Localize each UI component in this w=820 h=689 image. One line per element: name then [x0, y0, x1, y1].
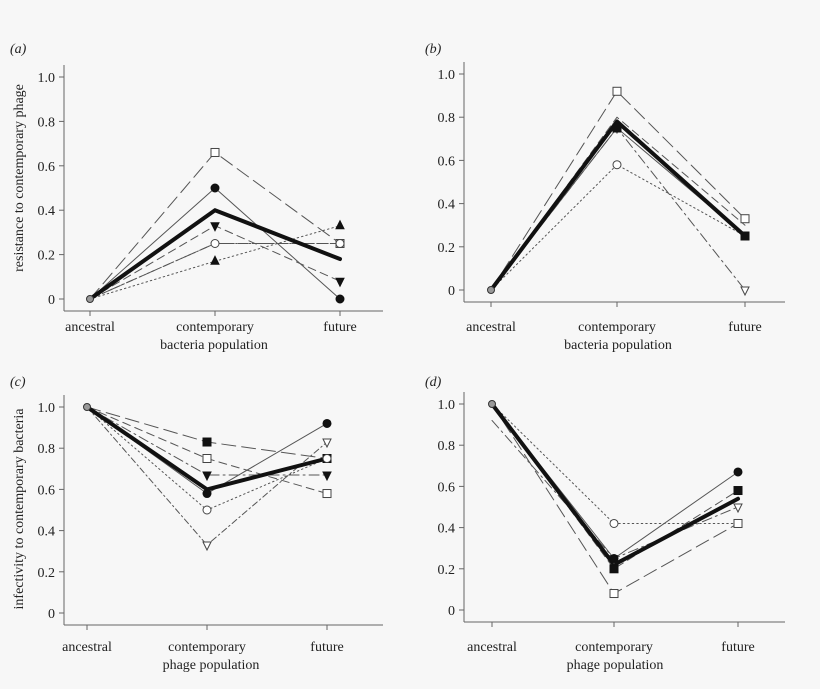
y-tick-label: 0.2: [438, 241, 456, 256]
x-tick-label: ancestral: [65, 320, 115, 335]
point-open-circle: [335, 239, 345, 248]
point-filled-down-triangle: [335, 277, 345, 288]
point-open-square: [612, 86, 622, 96]
point-ancestral: [488, 400, 496, 408]
point-open-square: [210, 147, 220, 157]
x-tick-label: future: [721, 640, 754, 655]
y-tick-label: 0.2: [38, 249, 56, 264]
point-filled-circle: [202, 489, 212, 499]
panel-b: (b) 0 0.2 0.4 0.6 0.8 1.0 ancestral contemporar…: [425, 42, 785, 353]
point-open-circle: [609, 518, 619, 528]
series-line-open-circle: [490, 164, 746, 291]
y-tick-label: 0.4: [438, 198, 456, 213]
point-ancestral: [86, 295, 94, 303]
point-filled-down-triangle: [202, 471, 212, 482]
point-open-down-triangle: [322, 438, 332, 449]
series-line-open-down-triangle: [86, 406, 328, 546]
x-tick-label: contemporary: [578, 320, 656, 335]
y-tick-label: 0: [48, 293, 55, 308]
point-filled-up-triangle: [335, 219, 345, 230]
point-filled-square: [609, 564, 619, 574]
panel-c-label: (c): [10, 375, 26, 390]
point-filled-down-triangle: [322, 471, 332, 482]
panel-c-xlabel: phage population: [163, 658, 260, 673]
point-open-circle: [612, 160, 622, 170]
point-open-down-triangle: [733, 503, 743, 514]
x-tick-label: contemporary: [575, 640, 653, 655]
panel-c-ylabel: infectivity to contemporary bacteria: [12, 408, 27, 610]
panel-d-plot: 0 0.2 0.4 0.6 0.8 1.0 ancestral contemporary fut…: [438, 392, 785, 655]
point-open-square: [202, 454, 212, 463]
series-line-mean: [88, 208, 342, 301]
y-tick-label: 0.6: [438, 154, 456, 169]
panel-a: (a) 0 0.2 0.4 0.6 0.8 1.0 ancestral contemporar…: [10, 42, 383, 353]
y-tick-label: 0.4: [38, 525, 56, 540]
point-filled-circle: [210, 183, 220, 193]
x-tick-label: future: [323, 320, 356, 335]
y-tick-label: 0.4: [438, 522, 456, 537]
y-tick-label: 1.0: [438, 68, 456, 83]
panel-b-plot: 0 0.2 0.4 0.6 0.8 1.0 ancestral contemporary fut…: [438, 62, 785, 335]
point-filled-circle: [609, 554, 619, 563]
y-tick-label: 0.6: [38, 160, 56, 175]
y-tick-label: 1.0: [438, 398, 456, 413]
point-filled-circle: [733, 467, 743, 477]
x-tick-label: ancestral: [466, 320, 516, 335]
y-tick-label: 0: [448, 604, 455, 619]
point-ancestral: [487, 286, 495, 294]
point-ancestral: [83, 403, 91, 411]
point-filled-circle: [335, 294, 345, 304]
point-open-circle: [202, 505, 212, 515]
point-open-square: [740, 214, 750, 224]
x-tick-label: ancestral: [62, 640, 112, 655]
point-open-circle: [322, 454, 332, 463]
series-line-mean: [489, 119, 747, 292]
y-tick-label: 0: [448, 284, 455, 299]
panel-b-xlabel: bacteria population: [564, 338, 672, 353]
y-tick-label: 0.8: [38, 442, 56, 457]
x-tick-label: future: [310, 640, 343, 655]
x-tick-label: contemporary: [168, 640, 246, 655]
y-tick-label: 0.2: [38, 566, 56, 581]
point-open-circle: [210, 239, 220, 248]
panel-d-label: (d): [425, 375, 442, 390]
panel-b-label: (b): [425, 42, 442, 57]
y-tick-label: 0.6: [438, 480, 456, 495]
y-tick-label: 1.0: [38, 71, 56, 86]
point-filled-square: [612, 123, 622, 133]
panel-a-label: (a): [10, 42, 27, 57]
panel-a-plot: 0 0.2 0.4 0.6 0.8 1.0 ancestral contemporary fut…: [38, 65, 383, 335]
point-filled-square: [740, 231, 750, 241]
panel-a-xlabel: bacteria population: [160, 338, 268, 353]
y-tick-label: 0.4: [38, 204, 56, 219]
point-filled-down-triangle: [210, 222, 220, 232]
point-open-down-triangle: [740, 286, 750, 297]
x-tick-label: contemporary: [176, 320, 254, 335]
y-tick-label: 0: [48, 607, 55, 622]
x-tick-label: ancestral: [467, 640, 517, 655]
y-tick-label: 0.8: [38, 115, 56, 130]
y-tick-label: 0.6: [38, 483, 56, 498]
series-line-filled-down-triangle: [86, 406, 328, 476]
point-open-square: [322, 489, 332, 499]
point-filled-up-triangle: [210, 255, 220, 265]
x-tick-label: future: [728, 320, 761, 335]
y-tick-label: 0.8: [438, 439, 456, 454]
point-open-square: [609, 589, 619, 599]
panel-c: (c) 0 0.2 0.4 0.6 0.8 1.0 ancestral contemporar…: [10, 375, 383, 673]
panel-c-plot: 0 0.2 0.4 0.6 0.8 1.0 ancestral contemporary fut…: [38, 395, 383, 655]
y-tick-label: 1.0: [38, 401, 56, 416]
point-open-square: [733, 518, 743, 528]
point-filled-square: [733, 486, 743, 496]
panel-d-xlabel: phage population: [567, 658, 664, 673]
point-filled-square: [202, 437, 212, 447]
y-tick-label: 0.8: [438, 111, 456, 126]
panel-a-ylabel: resistance to contemporary phage: [12, 84, 27, 272]
panel-d: (d) 0 0.2 0.4 0.6 0.8 1.0 ancestral contemporar…: [425, 375, 785, 673]
point-filled-circle: [322, 418, 332, 428]
y-tick-label: 0.2: [438, 563, 456, 578]
point-open-down-triangle: [202, 541, 212, 552]
